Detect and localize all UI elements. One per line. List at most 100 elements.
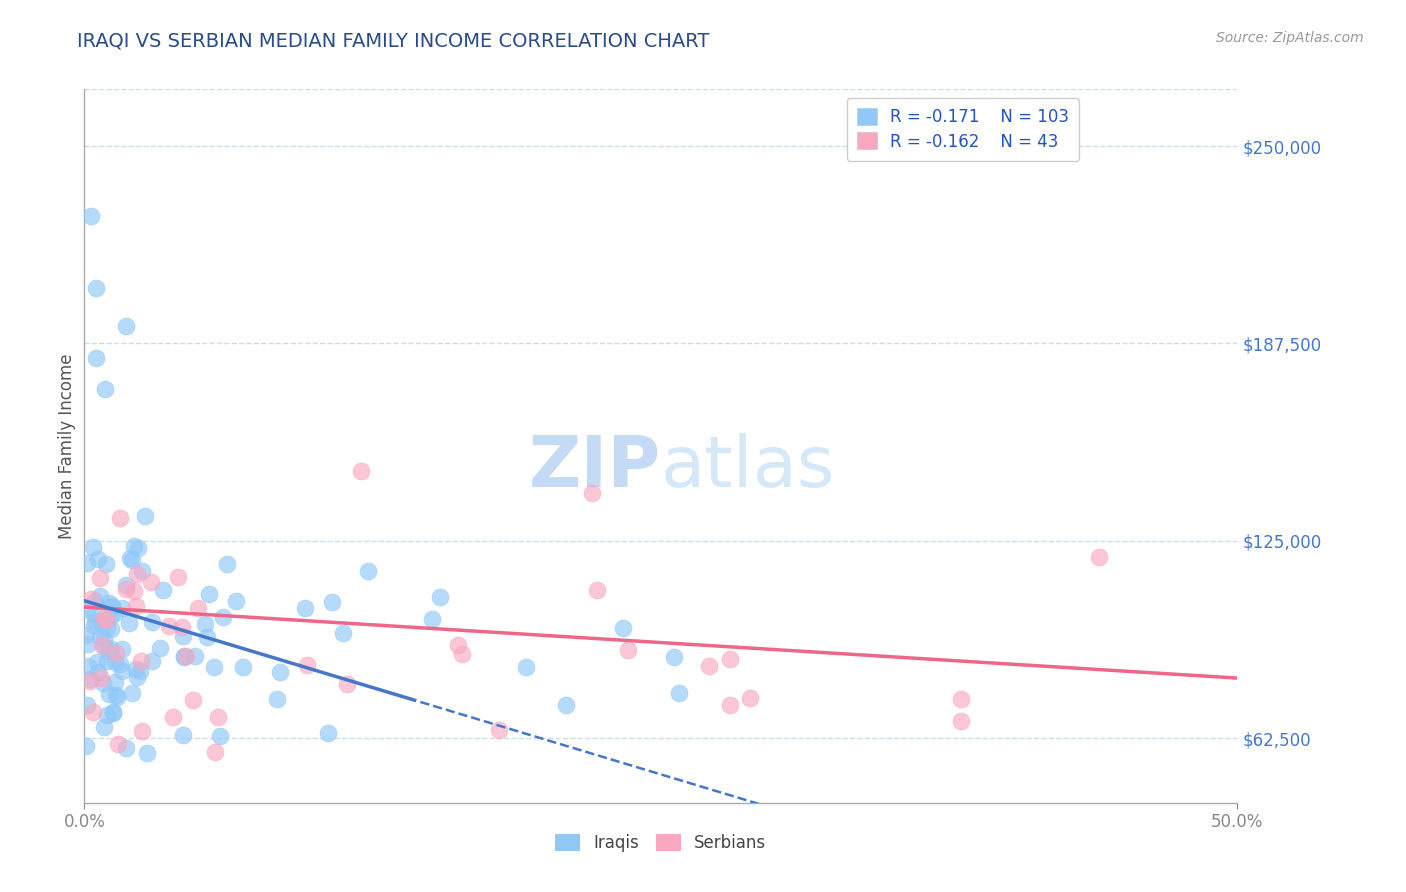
Point [84, 615, 107, 629]
Point [949, 714, 972, 728]
Point [100, 599, 122, 614]
Point [84, 281, 107, 295]
Point [174, 648, 197, 663]
Point [98, 610, 121, 624]
Point [77, 637, 100, 651]
Point [76, 698, 98, 712]
Point [76, 601, 98, 615]
Point [86, 655, 108, 669]
Point [1088, 549, 1111, 564]
Point [232, 659, 254, 673]
Point [75, 627, 97, 641]
Point [94, 613, 117, 627]
Point [101, 599, 124, 614]
Point [585, 582, 607, 597]
Point [115, 318, 138, 333]
Point [194, 617, 217, 632]
Point [136, 746, 159, 760]
Y-axis label: Median Family Income: Median Family Income [58, 353, 76, 539]
Point [104, 647, 127, 661]
Point [195, 630, 218, 644]
Point [79, 672, 101, 686]
Point [80, 592, 103, 607]
Point [82, 541, 104, 555]
Point [100, 622, 122, 636]
Point [84, 351, 107, 365]
Point [152, 583, 174, 598]
Point [96, 708, 118, 723]
Point [105, 689, 128, 703]
Point [139, 575, 162, 590]
Point [294, 601, 316, 615]
Point [90, 671, 112, 685]
Point [94, 382, 117, 396]
Point [120, 551, 142, 566]
Point [420, 612, 443, 626]
Point [111, 600, 134, 615]
Point [105, 690, 128, 705]
Point [87, 552, 110, 566]
Point [83, 607, 105, 621]
Point [125, 566, 148, 581]
Point [83, 619, 105, 633]
Point [167, 570, 190, 584]
Point [446, 638, 468, 652]
Point [76, 556, 98, 570]
Point [173, 648, 195, 663]
Point [121, 686, 143, 700]
Point [187, 601, 209, 615]
Point [93, 639, 115, 653]
Point [664, 649, 686, 664]
Text: atlas: atlas [661, 433, 835, 502]
Point [91, 616, 114, 631]
Point [332, 626, 354, 640]
Point [96, 621, 118, 635]
Point [75, 739, 97, 753]
Point [204, 745, 226, 759]
Point [488, 723, 510, 738]
Point [104, 606, 127, 620]
Point [162, 710, 184, 724]
Point [127, 541, 149, 556]
Point [209, 729, 232, 743]
Point [668, 686, 690, 700]
Point [718, 698, 741, 712]
Point [93, 611, 115, 625]
Text: IRAQI VS SERBIAN MEDIAN FAMILY INCOME CORRELATION CHART: IRAQI VS SERBIAN MEDIAN FAMILY INCOME CO… [77, 31, 710, 50]
Point [172, 728, 194, 742]
Point [103, 706, 125, 720]
Point [321, 595, 343, 609]
Point [124, 662, 146, 676]
Point [122, 539, 145, 553]
Point [555, 698, 578, 712]
Point [131, 564, 153, 578]
Point [429, 590, 451, 604]
Point [93, 720, 115, 734]
Point [172, 629, 194, 643]
Legend: Iraqis, Serbians: Iraqis, Serbians [548, 827, 773, 859]
Point [125, 599, 148, 613]
Point [129, 664, 152, 678]
Point [98, 596, 121, 610]
Point [89, 571, 111, 585]
Point [76, 659, 98, 673]
Point [212, 610, 235, 624]
Point [96, 557, 118, 571]
Point [87, 665, 110, 679]
Point [100, 642, 122, 657]
Point [131, 654, 153, 668]
Point [451, 648, 474, 662]
Point [124, 583, 146, 598]
Point [173, 650, 195, 665]
Point [157, 619, 180, 633]
Point [141, 654, 163, 668]
Point [96, 654, 118, 668]
Point [111, 665, 134, 679]
Point [101, 705, 124, 719]
Text: ZIP: ZIP [529, 433, 661, 502]
Point [198, 587, 221, 601]
Point [336, 677, 359, 691]
Point [181, 693, 204, 707]
Point [80, 209, 103, 223]
Point [141, 615, 163, 630]
